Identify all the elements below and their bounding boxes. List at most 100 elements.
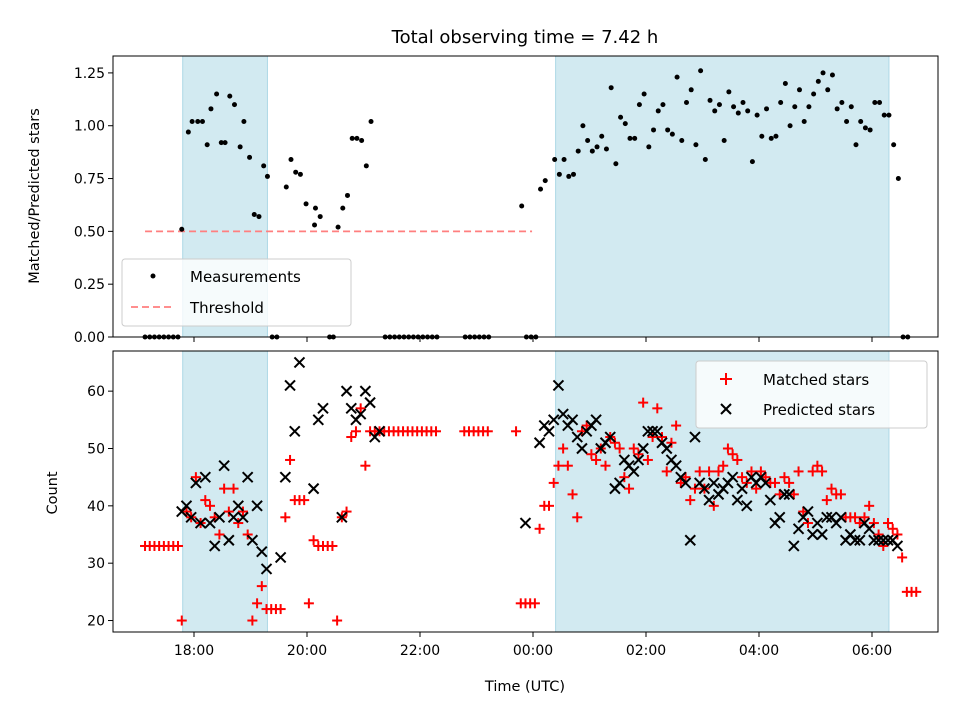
matched-point-116	[732, 454, 743, 465]
matched-point-8	[176, 615, 187, 626]
matched-point-108	[694, 466, 705, 477]
matched-point-106	[685, 495, 696, 506]
matched-point-147	[878, 540, 889, 551]
measurement-point-133	[844, 118, 850, 124]
measurement-point-31	[293, 169, 299, 175]
measurement-point-46	[368, 118, 374, 124]
predicted-point-61	[646, 425, 659, 437]
predicted-point-36	[519, 517, 532, 529]
predicted-point-97	[816, 528, 828, 541]
count-y-tick-label-1: 30	[87, 556, 105, 572]
matched-point-20	[233, 518, 244, 529]
matched-point-31	[285, 454, 296, 465]
matched-point-120	[751, 483, 762, 494]
matched-point-29	[275, 604, 286, 615]
predicted-point-66	[670, 459, 682, 472]
matched-point-17	[219, 483, 230, 494]
predicted-point-6	[204, 517, 216, 529]
matched-point-121	[755, 466, 766, 477]
matched-point-77	[548, 477, 559, 488]
measurement-point-79	[589, 148, 595, 154]
predicted-point-31	[354, 408, 367, 420]
chart-title: Total observing time = 7.42 h	[391, 27, 659, 48]
measurement-point-115	[759, 133, 765, 139]
predicted-point-57	[628, 465, 640, 478]
measurement-point-75	[570, 171, 576, 177]
predicted-point-4	[194, 517, 207, 529]
measurement-point-42	[349, 135, 355, 141]
measurement-point-70	[542, 178, 548, 184]
measurement-point-76	[575, 148, 581, 154]
predicted-point-29	[345, 402, 357, 415]
measurement-point-71	[552, 157, 558, 163]
matched-point-21	[237, 506, 248, 517]
predicted-point-105	[854, 534, 866, 546]
count-y-tick-label-2: 40	[87, 499, 105, 515]
matched-point-36	[308, 535, 319, 546]
predicted-point-13	[237, 511, 249, 524]
matched-point-135	[821, 495, 832, 506]
predicted-point-111	[882, 534, 894, 546]
legend-label-predicted: Predicted stars	[763, 401, 875, 419]
count-y-axis-label: Count	[45, 471, 61, 514]
measurement-point-131	[834, 106, 840, 112]
legend-marker-measurements	[150, 273, 156, 279]
predicted-point-69	[684, 534, 696, 546]
legend-label-measurements: Measurements	[190, 268, 301, 286]
predicted-point-3	[190, 477, 202, 489]
predicted-point-39	[543, 425, 555, 437]
measurement-point-126	[811, 91, 817, 97]
predicted-point-16	[251, 500, 263, 512]
predicted-point-94	[802, 505, 814, 518]
measurement-point-19	[231, 102, 237, 108]
matched-point-78	[553, 460, 564, 471]
predicted-point-8	[213, 511, 226, 524]
measurement-point-108	[726, 89, 732, 95]
measurement-point-29	[283, 184, 289, 190]
predicted-point-26	[317, 402, 329, 415]
matched-point-35	[303, 598, 314, 609]
measurement-point-116	[764, 106, 770, 112]
predicted-point-20	[279, 471, 292, 483]
legend-marker-predicted	[720, 403, 732, 415]
measurement-point-142	[886, 112, 892, 118]
matched-point-43	[341, 506, 352, 517]
predicted-point-96	[811, 517, 824, 529]
measurement-point-65	[519, 203, 525, 209]
measurement-point-86	[622, 121, 628, 127]
matched-point-92	[619, 472, 630, 483]
x-axis-label: Time (UTC)	[484, 679, 565, 695]
predicted-point-14	[241, 471, 254, 483]
matched-point-144	[864, 500, 875, 511]
predicted-point-7	[209, 540, 221, 552]
matched-point-41	[332, 615, 343, 626]
measurement-point-104	[707, 97, 713, 103]
measurement-point-30	[288, 157, 294, 163]
predicted-point-22	[289, 425, 301, 437]
measurement-point-141	[881, 112, 887, 118]
predicted-point-59	[637, 442, 649, 455]
measurement-point-92	[651, 127, 657, 133]
matched-point-103	[671, 420, 682, 431]
ratio-y-tick-label-1: 0.25	[74, 277, 105, 293]
measurement-point-93	[655, 108, 661, 114]
measurement-point-118	[773, 133, 779, 139]
measurement-point-12	[199, 118, 205, 124]
matched-point-76	[544, 500, 555, 511]
predicted-point-40	[548, 414, 560, 426]
x-tick-label-6: 06:00	[852, 643, 892, 659]
measurement-point-22	[247, 154, 253, 160]
matched-point-98	[647, 432, 658, 443]
matched-point-14	[205, 500, 216, 511]
measurement-point-96	[669, 131, 675, 137]
count-panel: 20 30 40 50 60 18:00 20:00 22:00 00:00 02:00 04:0…	[45, 350, 939, 695]
measurement-point-41	[344, 192, 350, 198]
measurement-point-111	[740, 99, 746, 105]
matched-point-46	[355, 403, 366, 414]
matched-point-23	[247, 615, 258, 626]
measurement-point-139	[872, 99, 878, 105]
matched-point-80	[562, 460, 573, 471]
predicted-point-81	[741, 500, 753, 512]
x-tick-label-5: 04:00	[739, 643, 779, 659]
predicted-point-113	[891, 540, 904, 552]
